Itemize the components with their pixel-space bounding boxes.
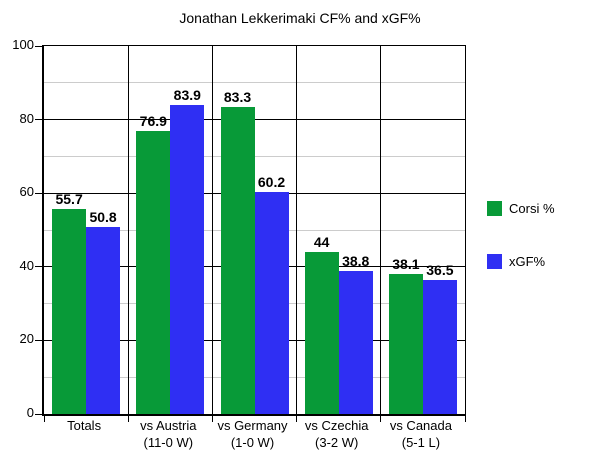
category-separator xyxy=(380,46,382,414)
bar-value-label: 38.8 xyxy=(342,253,370,270)
category-label-1: vs Austria (11-0 W) xyxy=(140,418,197,450)
major-gridline-80 xyxy=(44,119,465,121)
plot-area: 55.7 50.8 76.9 83.9 83.3 60.2 44 38.8 38.1 36.5 xyxy=(35,45,466,422)
x-axis-tick xyxy=(296,416,298,422)
x-axis-tick xyxy=(43,416,45,422)
legend-label-corsi: Corsi % xyxy=(509,201,555,216)
bar-xgf-2 xyxy=(254,192,289,414)
bar-value-label: 60.2 xyxy=(257,174,286,191)
bar-corsi-1 xyxy=(136,131,171,414)
category-label-0: Totals xyxy=(67,418,102,433)
bar-value-label: 83.3 xyxy=(223,89,252,106)
xgf-color-swatch xyxy=(487,254,502,269)
bar-xgf-1 xyxy=(170,105,205,414)
legend-item-corsi: Corsi % xyxy=(487,201,555,216)
x-axis-tick xyxy=(127,416,129,422)
category-separator xyxy=(296,46,298,414)
minor-gridline-90 xyxy=(44,82,465,84)
bar-corsi-4 xyxy=(388,273,423,414)
legend: Corsi % xGF% xyxy=(487,201,555,269)
category-label-4: vs Canada (5-1 L) xyxy=(389,418,452,450)
y-axis-tick-0 xyxy=(35,413,42,415)
bar-value-label: 50.8 xyxy=(89,209,117,226)
y-axis-label-20: 20 xyxy=(19,331,34,347)
bar-xgf-0 xyxy=(86,227,121,414)
bar-value-label: 36.5 xyxy=(426,261,454,278)
bar-xgf-3 xyxy=(338,271,373,414)
y-axis-tick-80 xyxy=(35,119,42,121)
y-axis-tick-20 xyxy=(35,339,42,341)
y-axis-tick-100 xyxy=(35,45,42,47)
y-axis-label-40: 40 xyxy=(19,257,34,273)
bar-value-label: 38.1 xyxy=(392,255,420,272)
y-axis-label-60: 60 xyxy=(19,184,34,200)
category-label-2: vs Germany (1-0 W) xyxy=(217,418,288,450)
x-axis-tick xyxy=(464,416,466,422)
bar-corsi-2 xyxy=(220,107,255,414)
legend-label-xgf: xGF% xyxy=(509,254,546,269)
y-axis-tick-40 xyxy=(35,266,42,268)
y-axis-label-80: 80 xyxy=(19,110,34,126)
bar-value-label: 76.9 xyxy=(139,113,167,130)
category-label-3: vs Czechia (3-2 W) xyxy=(304,418,369,450)
x-axis-tick xyxy=(211,416,213,422)
bar-value-label: 83.9 xyxy=(173,87,201,104)
bar-corsi-3 xyxy=(304,252,339,414)
bar-corsi-0 xyxy=(52,209,87,414)
bar-value-label: 44 xyxy=(313,234,330,251)
corsi-color-swatch xyxy=(487,201,502,216)
x-axis-tick xyxy=(380,416,382,422)
bar-value-label: 55.7 xyxy=(55,191,83,208)
chart-title: Jonathan Lekkerimaki CF% and xGF% xyxy=(179,10,421,26)
y-axis-tick-60 xyxy=(35,192,42,194)
legend-item-xgf: xGF% xyxy=(487,254,555,269)
y-axis-label-100: 100 xyxy=(12,37,34,52)
minor-gridline-70 xyxy=(44,155,465,157)
y-axis-label-0: 0 xyxy=(26,405,34,420)
category-separator xyxy=(211,46,213,414)
category-separator xyxy=(127,46,129,414)
bar-xgf-4 xyxy=(422,279,457,414)
